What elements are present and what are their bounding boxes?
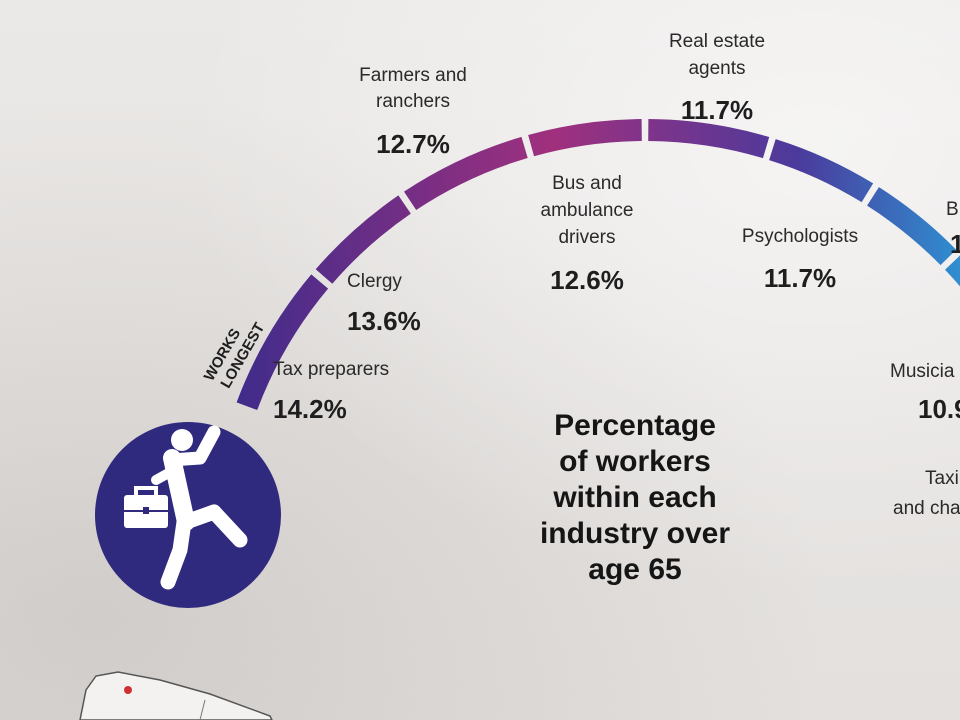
category-taxi: Taxi and cha — [893, 468, 960, 519]
category-tax-preparers: Tax preparers 14.2% — [273, 359, 389, 424]
arc-segment-farmers — [404, 136, 528, 211]
category-clergy: Clergy 13.6% — [347, 271, 421, 336]
arc-segments — [236, 119, 960, 411]
category-real-estate: Real estate agents 11.7% — [669, 31, 765, 125]
category-label: ambulance — [541, 200, 634, 221]
title-line: Percentage — [554, 409, 716, 442]
title-line: industry over — [539, 517, 731, 550]
data-label: 10.9 — [918, 394, 960, 424]
data-label: 12.7% — [376, 129, 450, 159]
category-label: ranchers — [376, 91, 450, 112]
category-label: agents — [688, 58, 745, 79]
category-label: Real estate — [669, 31, 765, 52]
category-label: Tax preparers — [273, 359, 389, 380]
title-line: age 65 — [588, 553, 682, 586]
arc-segment-tax-preparers — [236, 274, 329, 411]
arc-segment-real-estate — [648, 119, 770, 159]
map-fragment — [79, 671, 273, 720]
data-label: 14.2% — [273, 394, 347, 424]
title-line: within each — [553, 481, 717, 514]
worker-with-briefcase-icon — [95, 422, 281, 608]
category-label: and cha — [893, 498, 960, 519]
arc-segment-b-category — [867, 187, 957, 266]
data-label: 13.6% — [347, 306, 421, 336]
category-farmers: Farmers and ranchers 12.7% — [359, 65, 467, 159]
title-line: of workers — [559, 445, 711, 478]
category-psychologists: Psychologists 11.7% — [742, 226, 858, 293]
arc-segment-bus-ambulance — [528, 119, 642, 157]
arc-segment-psychologists — [769, 139, 874, 203]
category-bus-ambulance: Bus and ambulance drivers 12.6% — [541, 173, 634, 295]
data-label: 1 — [950, 229, 960, 259]
data-label: 11.7% — [764, 263, 836, 293]
arc-segment-clergy — [315, 195, 411, 284]
category-label: Psychologists — [742, 226, 858, 247]
category-musicians: Musicia 10.9 — [890, 361, 960, 424]
arc-segment-musicians — [944, 255, 960, 287]
category-label: Clergy — [347, 271, 402, 292]
category-label: drivers — [558, 227, 615, 248]
category-cut-off-b: B 1 — [946, 199, 960, 259]
category-label: Farmers and — [359, 65, 467, 86]
data-label: 12.6% — [550, 265, 624, 295]
category-label: Taxi — [925, 468, 959, 489]
category-label: Bus and — [552, 173, 622, 194]
chart-title: Percentage of workers within each indust… — [500, 408, 770, 588]
category-label: B — [946, 199, 959, 220]
data-label: 11.7% — [681, 95, 753, 125]
category-label: Musicia — [890, 361, 955, 382]
